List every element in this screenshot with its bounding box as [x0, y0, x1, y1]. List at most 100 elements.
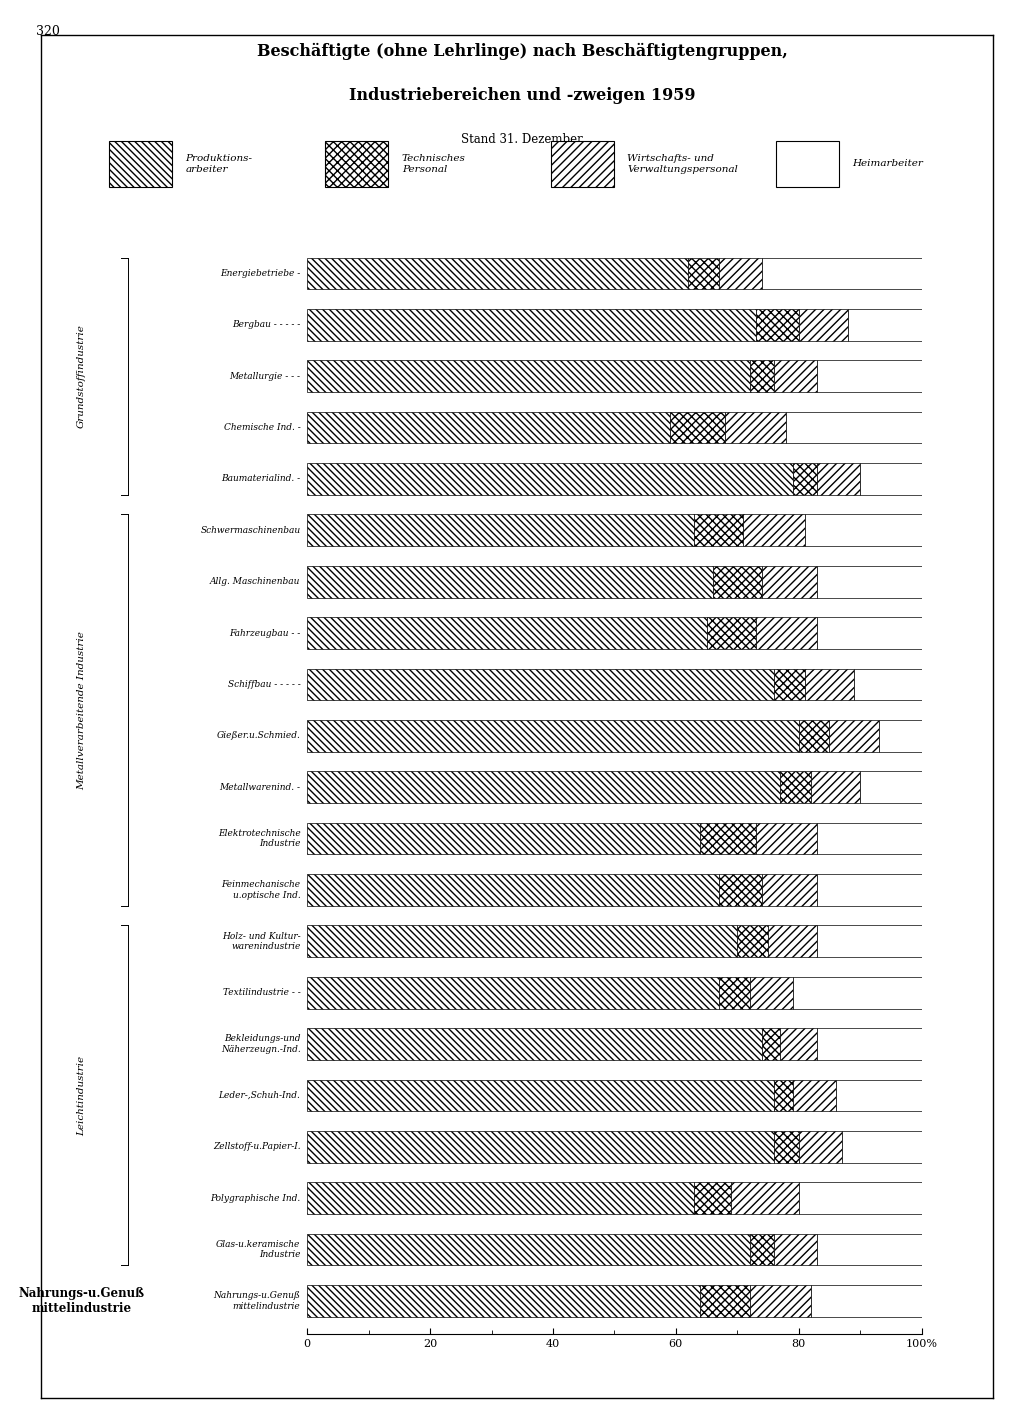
Bar: [793, 977, 922, 1008]
Text: Stand 31. Dezember: Stand 31. Dezember: [462, 133, 583, 147]
Text: Metallverarbeitende Industrie: Metallverarbeitende Industrie: [77, 631, 86, 789]
Bar: [811, 1285, 922, 1317]
Bar: [756, 309, 799, 340]
Bar: [762, 1028, 780, 1060]
Text: Energiebetriebe -: Energiebetriebe -: [220, 268, 300, 278]
Bar: [774, 1080, 793, 1111]
Bar: [817, 874, 922, 907]
Bar: [737, 925, 768, 957]
Bar: [879, 720, 922, 751]
Bar: [762, 874, 817, 907]
Bar: [719, 977, 750, 1008]
Text: Elektrotechnische
Industrie: Elektrotechnische Industrie: [218, 829, 300, 849]
Bar: [307, 823, 700, 854]
Bar: [307, 668, 774, 700]
Text: Textilindustrie - -: Textilindustrie - -: [222, 988, 300, 997]
Text: Chemische Ind. -: Chemische Ind. -: [223, 424, 300, 432]
Bar: [793, 463, 817, 494]
Bar: [817, 823, 922, 854]
Text: Glas-u.keramische
Industrie: Glas-u.keramische Industrie: [216, 1240, 300, 1260]
Bar: [307, 925, 737, 957]
Bar: [817, 925, 922, 957]
Bar: [307, 1028, 762, 1060]
Text: Gießer.u.Schmied.: Gießer.u.Schmied.: [216, 731, 300, 740]
Bar: [817, 566, 922, 597]
Bar: [811, 771, 860, 803]
Text: Nahrungs-u.Genuß
mittelindustrie: Nahrungs-u.Genuß mittelindustrie: [18, 1286, 144, 1315]
Bar: [307, 617, 707, 650]
Text: Metallwarenind. -: Metallwarenind. -: [219, 782, 300, 792]
Text: Wirtschafts- und
Verwaltungspersonal: Wirtschafts- und Verwaltungspersonal: [627, 154, 738, 174]
Bar: [774, 1234, 817, 1265]
Bar: [762, 257, 922, 289]
Bar: [793, 1080, 836, 1111]
Bar: [750, 360, 774, 393]
Bar: [774, 668, 805, 700]
Text: Grundstoffindustrie: Grundstoffindustrie: [77, 325, 86, 428]
Bar: [307, 309, 756, 340]
Bar: [725, 412, 786, 443]
Text: Metallurgie - - -: Metallurgie - - -: [229, 371, 300, 381]
Text: Produktions-
arbeiter: Produktions- arbeiter: [185, 154, 253, 174]
Text: Leichtindustrie: Leichtindustrie: [77, 1055, 86, 1135]
Bar: [307, 514, 694, 546]
Bar: [713, 566, 762, 597]
Bar: [694, 514, 743, 546]
Bar: [817, 463, 860, 494]
Bar: [774, 1131, 799, 1162]
Bar: [860, 771, 922, 803]
Bar: [670, 412, 725, 443]
Text: Polygraphische Ind.: Polygraphische Ind.: [210, 1193, 300, 1203]
Bar: [307, 360, 750, 393]
Text: Fahrzeugbau - -: Fahrzeugbau - -: [229, 628, 300, 638]
Bar: [307, 1182, 694, 1214]
Bar: [743, 514, 805, 546]
Bar: [799, 720, 829, 751]
Bar: [307, 1131, 774, 1162]
Bar: [817, 1234, 922, 1265]
Text: Schiffbau - - - - -: Schiffbau - - - - -: [227, 681, 300, 689]
Text: 320: 320: [36, 25, 59, 38]
Bar: [780, 1028, 817, 1060]
Bar: [848, 309, 922, 340]
Bar: [707, 617, 756, 650]
Text: Feinmechanische
u.optische Ind.: Feinmechanische u.optische Ind.: [221, 880, 300, 899]
Text: Beschäftigte (ohne Lehrlinge) nach Beschäftigtengruppen,: Beschäftigte (ohne Lehrlinge) nach Besch…: [257, 42, 787, 59]
Text: Schwermaschinenbau: Schwermaschinenbau: [201, 525, 300, 535]
Bar: [776, 141, 839, 186]
Bar: [774, 360, 817, 393]
Bar: [750, 977, 793, 1008]
Bar: [307, 1285, 700, 1317]
Bar: [307, 977, 719, 1008]
Bar: [799, 1131, 842, 1162]
Bar: [799, 309, 848, 340]
Bar: [842, 1131, 922, 1162]
Bar: [768, 925, 817, 957]
Bar: [799, 1182, 922, 1214]
Bar: [756, 617, 817, 650]
Bar: [854, 668, 922, 700]
Text: Zellstoff-u.Papier-I.: Zellstoff-u.Papier-I.: [213, 1142, 300, 1151]
Bar: [817, 1028, 922, 1060]
Bar: [860, 463, 922, 494]
Text: Technisches
Personal: Technisches Personal: [401, 154, 466, 174]
Bar: [817, 360, 922, 393]
Bar: [307, 412, 670, 443]
Bar: [307, 720, 799, 751]
Text: Baumaterialind. -: Baumaterialind. -: [221, 474, 300, 483]
Bar: [756, 823, 817, 854]
Text: Heimarbeiter: Heimarbeiter: [852, 160, 924, 168]
Bar: [694, 1182, 731, 1214]
Bar: [326, 141, 388, 186]
Bar: [307, 771, 780, 803]
Text: Bekleidungs-und
Näherzeugn.-Ind.: Bekleidungs-und Näherzeugn.-Ind.: [221, 1035, 300, 1053]
Text: Nahrungs-u.Genuß
mittelindustrie: Nahrungs-u.Genuß mittelindustrie: [214, 1291, 300, 1310]
Bar: [786, 412, 922, 443]
Bar: [688, 257, 719, 289]
Text: Holz- und Kultur-
warenindustrie: Holz- und Kultur- warenindustrie: [222, 932, 300, 952]
Text: Allg. Maschinenbau: Allg. Maschinenbau: [210, 578, 300, 586]
Text: Leder-,Schuh-Ind.: Leder-,Schuh-Ind.: [218, 1091, 300, 1100]
Bar: [719, 257, 762, 289]
Text: Industriebereichen und -zweigen 1959: Industriebereichen und -zweigen 1959: [349, 88, 695, 104]
Bar: [307, 1234, 750, 1265]
